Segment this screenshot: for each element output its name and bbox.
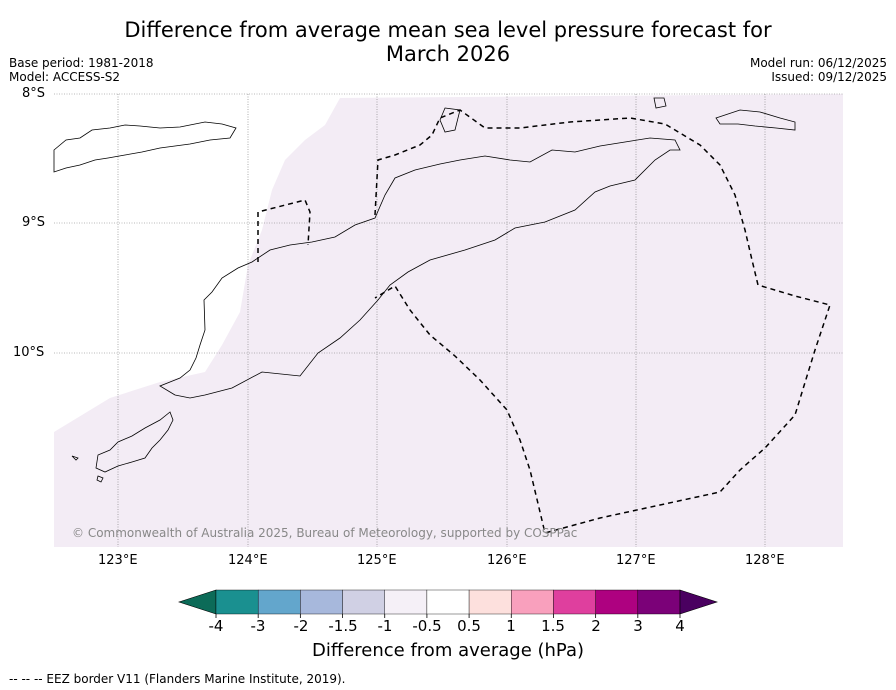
coast-flores-alor xyxy=(53,121,237,173)
colorbar-swatch xyxy=(511,589,554,615)
map-title: Difference from average mean sea level p… xyxy=(0,18,896,66)
cbar-tick-label: -2 xyxy=(293,617,309,635)
lon-label-127e: 127°E xyxy=(616,553,656,568)
base-period: Base period: 1981-2018 xyxy=(9,56,154,70)
model-run: Model run: 06/12/2025 xyxy=(749,56,887,70)
coast-islet-1 xyxy=(653,97,667,109)
coast-islet-3 xyxy=(71,455,79,461)
lat-label-10s: 10°S xyxy=(13,345,45,360)
cbar-tick-label: -4 xyxy=(208,617,224,635)
colorbar-swatch xyxy=(426,589,470,615)
model-name: Model: ACCESS-S2 xyxy=(9,70,121,84)
eez-border xyxy=(257,109,831,534)
colorbar-swatch xyxy=(257,589,301,615)
coast-timor-north xyxy=(159,137,681,399)
colorbar-under-arrow xyxy=(178,589,217,615)
coast-islet-2 xyxy=(439,107,461,133)
gridlines xyxy=(54,93,843,547)
cbar-tick-label: -3 xyxy=(250,617,266,635)
colorbar-swatch xyxy=(595,589,639,615)
cbar-tick-label: 2 xyxy=(591,617,601,635)
colorbar-over-arrow xyxy=(679,589,718,615)
colorbar-swatch xyxy=(215,589,259,615)
coastlines xyxy=(53,97,796,483)
lat-label-8s: 8°S xyxy=(22,86,46,101)
meta-right: Model run: 06/12/2025 Issued: 09/12/2025 xyxy=(750,56,887,84)
lon-label-126e: 126°E xyxy=(487,553,527,568)
lat-label-9s: 9°S xyxy=(22,215,46,230)
coast-islet-4 xyxy=(96,475,104,483)
meta-left: Base period: 1981-2018 Model: ACCESS-S2 xyxy=(9,56,154,84)
colorbar-swatch xyxy=(553,589,596,615)
lon-label-123e: 123°E xyxy=(98,553,138,568)
pressure-anomaly-shading xyxy=(54,94,843,547)
cbar-tick-label: 0.5 xyxy=(457,617,481,635)
cbar-tick-label: 1.5 xyxy=(541,617,565,635)
colorbar-swatch xyxy=(637,589,681,615)
cbar-tick-label: -0.5 xyxy=(412,617,442,635)
lon-label-124e: 124°E xyxy=(228,553,268,568)
cbar-tick-label: -1 xyxy=(377,617,393,635)
copyright-text: © Commonwealth of Australia 2025, Bureau… xyxy=(72,526,578,540)
colorbar-swatch xyxy=(384,589,428,615)
title-line-1: Difference from average mean sea level p… xyxy=(124,18,772,42)
lon-label-125e: 125°E xyxy=(357,553,397,568)
coast-rote xyxy=(95,411,174,473)
colorbar-swatch xyxy=(300,589,343,615)
coast-wetar xyxy=(715,109,796,131)
cbar-tick-label: -1.5 xyxy=(328,617,358,635)
colorbar-swatch xyxy=(468,589,512,615)
eez-legend-footer: -- -- -- EEZ border V11 (Flanders Marine… xyxy=(9,672,346,686)
title-line-2: March 2026 xyxy=(385,42,511,66)
colorbar-swatch xyxy=(342,589,385,615)
cbar-tick-label: 4 xyxy=(675,617,685,635)
cbar-tick-label: 3 xyxy=(633,617,643,635)
colorbar-title: Difference from average (hPa) xyxy=(311,640,585,661)
cbar-tick-label: 1 xyxy=(506,617,516,635)
lon-label-128e: 128°E xyxy=(745,553,785,568)
issued-date: Issued: 09/12/2025 xyxy=(771,70,887,84)
